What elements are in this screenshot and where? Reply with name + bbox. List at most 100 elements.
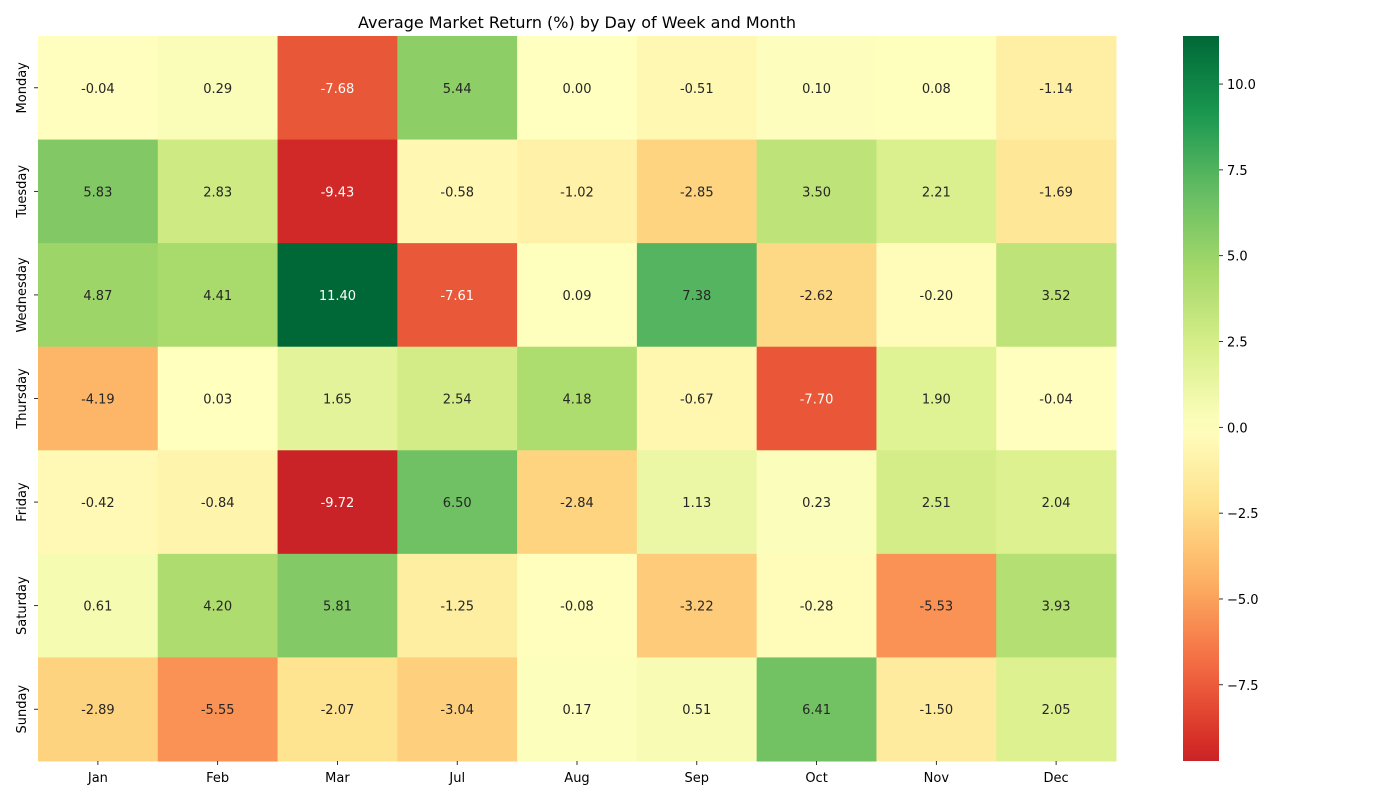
cell-value-label: -2.85 bbox=[680, 185, 714, 200]
cell-value-label: 6.41 bbox=[802, 703, 831, 718]
heatmap-cell bbox=[38, 243, 159, 348]
cell-value-label: -9.43 bbox=[321, 185, 355, 200]
heatmap-cell bbox=[636, 450, 758, 555]
cell-value-label: 1.65 bbox=[323, 393, 352, 408]
cell-value-label: 2.54 bbox=[443, 393, 472, 408]
cell-value-label: 0.08 bbox=[922, 82, 951, 97]
cell-value-label: 0.03 bbox=[203, 393, 232, 408]
heatmap-cell bbox=[517, 36, 638, 141]
cell-value-label: -9.72 bbox=[321, 496, 355, 511]
cell-value-label: -2.62 bbox=[800, 289, 834, 304]
heatmap-cells: -0.04 0.29 -7.68 5.44 0.00 -0.51 0.10 0.08 -1.14… bbox=[38, 36, 1117, 762]
cell-value-label: 3.52 bbox=[1042, 289, 1071, 304]
cell-value-label: -0.04 bbox=[1039, 393, 1073, 408]
heatmap-cell bbox=[157, 139, 279, 244]
heatmap-cell bbox=[517, 243, 638, 348]
heatmap-cell bbox=[157, 553, 279, 658]
heatmap-cell bbox=[996, 553, 1117, 658]
heatmap-cell bbox=[277, 139, 398, 244]
cell-value-label: 3.50 bbox=[802, 185, 831, 200]
heatmap-cell bbox=[517, 346, 638, 451]
cell-value-label: -3.22 bbox=[680, 600, 714, 615]
heatmap-cell bbox=[996, 346, 1117, 451]
heatmap-cell bbox=[756, 450, 877, 555]
colorbar-tick-label: 0.0 bbox=[1227, 421, 1248, 436]
heatmap-cell bbox=[397, 139, 518, 244]
x-tick-label: Sep bbox=[685, 771, 710, 786]
heatmap-cell bbox=[277, 346, 398, 451]
y-tick-label: Friday bbox=[15, 482, 30, 522]
heatmap-cell bbox=[517, 657, 638, 762]
heatmap-cell bbox=[996, 139, 1117, 244]
y-tick-label: Tuesday bbox=[15, 165, 30, 219]
y-tick-label: Monday bbox=[15, 62, 30, 114]
colorbar-gradient bbox=[1183, 36, 1219, 761]
y-axis: Monday Tuesday Wednesday Thursday Friday Satu… bbox=[15, 62, 38, 734]
heatmap-cell bbox=[157, 36, 279, 141]
cell-value-label: -3.04 bbox=[440, 703, 474, 718]
heatmap-cell bbox=[157, 346, 279, 451]
heatmap-cell bbox=[876, 553, 997, 658]
cell-value-label: 5.44 bbox=[443, 82, 472, 97]
heatmap-cell bbox=[636, 243, 758, 348]
heatmap-cell bbox=[636, 36, 758, 141]
x-tick-label: Dec bbox=[1044, 771, 1069, 786]
heatmap-cell bbox=[636, 657, 758, 762]
heatmap-cell bbox=[876, 36, 997, 141]
cell-value-label: 2.51 bbox=[922, 496, 951, 511]
heatmap-cell bbox=[636, 346, 758, 451]
cell-value-label: 2.83 bbox=[203, 185, 232, 200]
cell-value-label: -2.84 bbox=[560, 496, 594, 511]
y-tick-label: Wednesday bbox=[15, 257, 30, 333]
cell-value-label: -7.70 bbox=[800, 393, 834, 408]
heatmap-cell bbox=[277, 450, 398, 555]
heatmap-cell bbox=[876, 657, 997, 762]
heatmap-cell bbox=[636, 553, 758, 658]
heatmap-cell bbox=[38, 657, 159, 762]
heatmap-cell bbox=[397, 243, 518, 348]
cell-value-label: 2.05 bbox=[1042, 703, 1071, 718]
cell-value-label: -0.58 bbox=[440, 185, 474, 200]
heatmap-cell bbox=[876, 346, 997, 451]
heatmap-cell bbox=[636, 139, 758, 244]
colorbar-tick-label: 2.5 bbox=[1227, 336, 1248, 351]
heatmap-cell bbox=[38, 553, 159, 658]
heatmap-cell bbox=[876, 139, 997, 244]
x-axis: Jan Feb Mar Jul Aug Sep Oct Nov Dec bbox=[87, 761, 1069, 786]
cell-value-label: -0.20 bbox=[920, 289, 954, 304]
heatmap-cell bbox=[277, 36, 398, 141]
cell-value-label: 0.29 bbox=[203, 82, 232, 97]
heatmap-cell bbox=[277, 243, 398, 348]
cell-value-label: 5.83 bbox=[83, 185, 112, 200]
cell-value-label: 4.18 bbox=[563, 393, 592, 408]
heatmap-cell bbox=[397, 657, 518, 762]
cell-value-label: 4.87 bbox=[83, 289, 112, 304]
heatmap-cell bbox=[876, 243, 997, 348]
colorbar-tick-label: −2.5 bbox=[1227, 507, 1259, 522]
cell-value-label: -1.02 bbox=[560, 185, 594, 200]
cell-value-label: 0.17 bbox=[563, 703, 592, 718]
cell-value-label: 4.20 bbox=[203, 600, 232, 615]
cell-value-label: -4.19 bbox=[81, 393, 115, 408]
cell-value-label: -1.69 bbox=[1039, 185, 1073, 200]
heatmap-cell bbox=[397, 36, 518, 141]
cell-value-label: 0.09 bbox=[563, 289, 592, 304]
x-tick-label: Jul bbox=[448, 771, 465, 786]
cell-value-label: -0.84 bbox=[201, 496, 235, 511]
cell-value-label: 1.13 bbox=[682, 496, 711, 511]
heatmap-cell bbox=[517, 450, 638, 555]
heatmap-cell bbox=[157, 450, 279, 555]
heatmap-cell bbox=[277, 657, 398, 762]
heatmap-cell bbox=[756, 346, 877, 451]
x-tick-label: Aug bbox=[564, 771, 589, 786]
heatmap-cell bbox=[38, 450, 159, 555]
colorbar-tick-label: 10.0 bbox=[1227, 78, 1256, 93]
cell-value-label: -0.28 bbox=[800, 600, 834, 615]
heatmap-cell bbox=[756, 657, 877, 762]
heatmap-cell bbox=[157, 243, 279, 348]
cell-value-label: -0.04 bbox=[81, 82, 115, 97]
y-tick-label: Saturday bbox=[15, 576, 30, 635]
heatmap-cell bbox=[996, 243, 1117, 348]
heatmap-cell bbox=[756, 139, 877, 244]
